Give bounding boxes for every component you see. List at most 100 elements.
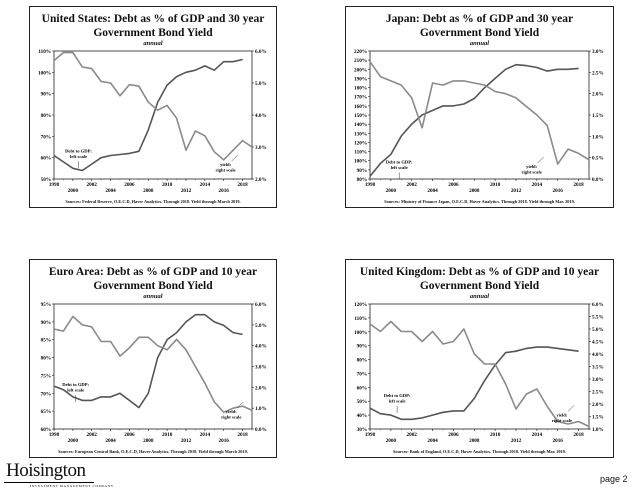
chart-subtitle: annual [143,40,163,47]
y-left-tick-label: 70% [41,134,51,140]
y-right-tick-label: 3.0% [592,377,604,383]
x-tick-label: 2012 [181,438,192,444]
y-right-tick-label: 3.0% [592,49,604,55]
x-tick-label: 2000 [386,188,397,194]
y-right-tick-label: 2.0% [592,92,604,98]
chart-panel-1: Japan: Debt as % of GDP and 30 year Gover… [345,6,614,208]
y-right-tick-label: 3.0% [255,145,267,151]
annotation-label: right scale [221,414,241,419]
y-left-tick-label: 120% [354,140,367,146]
chart-subtitle: annual [469,40,490,47]
y-left-tick-label: 90% [357,344,367,350]
y-left-tick-label: 60% [41,156,51,162]
x-tick-label: 2014 [532,432,543,438]
y-right-tick-label: 5.0% [255,81,267,87]
yield-line [53,51,253,161]
annotation-label: yield: [556,413,567,418]
chart-svg: 30% 40% 50% 60% 70% 80% 90% 100% 110% 120% 1.0% 1.5… [354,302,604,444]
x-tick-label: 1998 [49,432,60,438]
y-left-tick-label: 200% [354,67,367,73]
y-right-tick-label: 0.0% [255,427,267,433]
x-tick-label: 2010 [490,182,501,188]
x-tick-label: 2010 [162,432,173,438]
annotation-label: yield: [226,409,237,414]
x-tick-label: 2014 [532,182,543,188]
logo-tagline: INVESTMENT MANAGEMENT COMPANY [30,484,114,488]
annotation-pointer [567,405,575,412]
yield-line [369,320,590,428]
y-left-tick-label: 90% [357,168,367,174]
x-tick-label: 2008 [469,438,480,444]
y-right-tick-label: 1.0% [592,134,604,140]
x-tick-label: 1998 [49,182,60,188]
y-left-tick-label: 130% [354,131,367,137]
y-right-tick-label: 1.5% [592,113,604,119]
y-left-tick-label: 85% [41,338,51,344]
y-right-tick-label: 0.0% [592,177,604,183]
annotation-label: Debt to GDP: [386,159,413,164]
chart-source: Sources: European Central Bank, O.E.C.D,… [58,449,248,454]
y-left-tick-label: 70% [41,391,51,397]
chart-source: Sources: Federal Reserve, O.E.C.D, Haver… [65,199,241,204]
y-left-tick-label: 100% [38,70,51,76]
x-tick-label: 2014 [200,432,211,438]
x-tick-label: 2000 [68,438,79,444]
y-left-tick-label: 170% [354,95,367,101]
y-right-tick-label: 2.5% [592,390,604,396]
x-tick-label: 2008 [143,188,154,194]
y-left-tick-label: 70% [357,371,367,377]
y-left-tick-label: 160% [354,104,367,110]
y-right-tick-label: 0.5% [592,156,604,162]
y-left-tick-label: 50% [357,399,367,405]
annotation-label: left scale [391,165,408,170]
company-logo: Hoisington [6,460,86,481]
y-left-tick-label: 60% [357,385,367,391]
x-tick-label: 2002 [87,182,98,188]
plot-frame [369,303,590,430]
y-left-tick-label: 140% [354,122,367,128]
yield-line [369,61,590,165]
y-right-tick-label: 5.0% [592,327,604,333]
x-tick-label: 2006 [448,432,459,438]
x-tick-label: 2016 [219,438,230,444]
chart-title-line: Japan: Debt as % of GDP and 30 year [385,13,574,25]
annotation-label: yield: [220,162,231,167]
y-left-tick-label: 65% [41,409,51,415]
x-tick-label: 2018 [237,182,248,188]
chart-source: Sources: Bank of England, O.E.C.D, Haver… [392,449,567,454]
annotation-label: right scale [552,418,572,423]
annotation-pointer [237,401,244,409]
x-tick-label: 2004 [105,438,116,444]
y-left-tick-label: 90% [41,92,51,98]
page-number: page 2 [600,474,628,484]
chart-title-line: United Kingdom: Debt as % of GDP and 10 … [359,266,600,278]
y-left-tick-label: 95% [41,302,51,308]
y-left-tick-label: 220% [354,49,367,55]
y-left-tick-label: 80% [357,358,367,364]
chart-title-line: Euro Area: Debt as % of GDP and 10 year [48,266,258,278]
x-tick-label: 2004 [427,438,438,444]
y-left-tick-label: 30% [357,427,367,433]
x-tick-label: 2004 [427,188,438,194]
y-right-tick-label: 6.0% [255,302,267,308]
x-tick-label: 2014 [200,182,211,188]
y-left-tick-label: 180% [354,86,367,92]
annotation-pointer [231,155,238,162]
y-right-tick-label: 2.0% [255,177,267,183]
annotation-label: left scale [67,388,84,393]
y-right-tick-label: 4.5% [592,340,604,346]
x-tick-label: 2000 [68,188,79,194]
annotation-label: Debt to GDP: [62,382,89,387]
y-left-tick-label: 110% [38,49,51,55]
chart-svg: 60% 65% 70% 75% 80% 85% 90% 95% 0.0% 1.0% 2.0% 3.0%… [41,302,267,444]
chart-svg: 80% 90% 100% 110% 120% 130% 140% 150% 160% 170% 18… [354,49,604,194]
x-tick-label: 2008 [469,188,480,194]
x-tick-label: 2008 [143,438,154,444]
annotation-label: Debt to GDP: [384,393,411,398]
chart-subtitle: annual [143,293,163,300]
y-right-tick-label: 3.5% [592,365,604,371]
x-tick-label: 2018 [573,182,584,188]
y-right-tick-label: 4.0% [255,344,267,350]
annotation-label: left scale [70,154,87,159]
y-right-tick-label: 6.0% [255,49,267,55]
